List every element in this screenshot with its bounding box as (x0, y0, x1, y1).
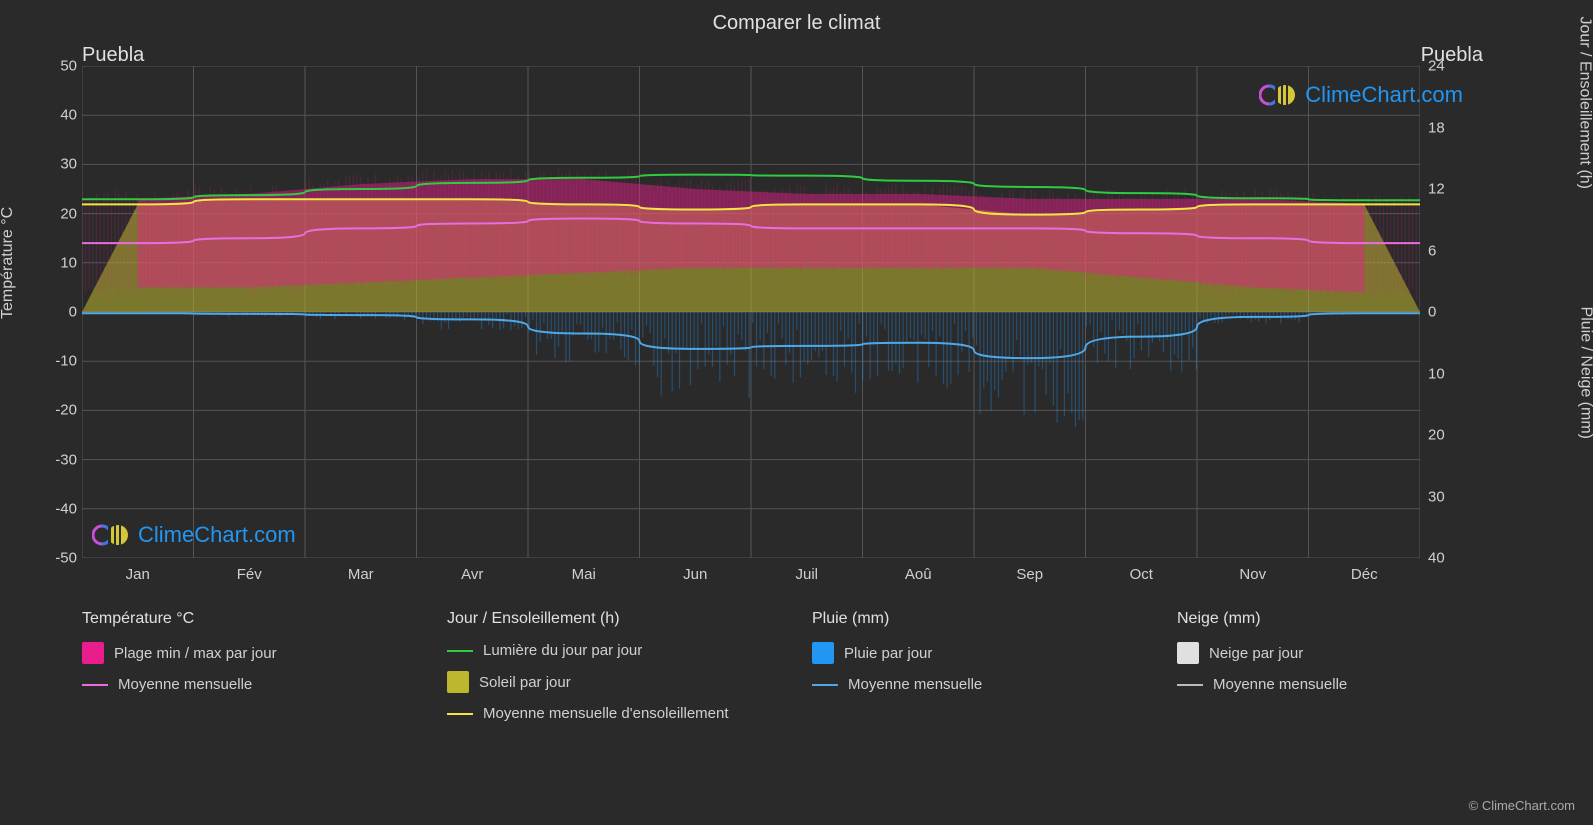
legend-group-title: Jour / Ensoleillement (h) (447, 610, 772, 628)
x-month-tick: Mar (348, 566, 374, 583)
y-right-tick: 12 (1428, 181, 1445, 198)
swatch-box-icon (82, 642, 104, 664)
x-month-tick: Déc (1351, 566, 1378, 583)
y-right-tick: 18 (1428, 119, 1445, 136)
watermark-text: ClimeChart.com (138, 522, 296, 548)
swatch-box-icon (1177, 642, 1199, 664)
legend-group-title: Pluie (mm) (812, 610, 1137, 628)
y-right-tick: 6 (1428, 242, 1436, 259)
legend-item-label: Neige par jour (1209, 645, 1303, 662)
legend-group-title: Neige (mm) (1177, 610, 1502, 628)
legend-item: Neige par jour (1177, 642, 1502, 664)
legend-group: Jour / Ensoleillement (h) Lumière du jour… (447, 610, 772, 734)
swatch-line-icon (812, 684, 838, 686)
legend-item: Moyenne mensuelle (82, 676, 407, 693)
swatch-line-icon (447, 713, 473, 715)
legend-item-label: Moyenne mensuelle d'ensoleillement (483, 705, 729, 722)
x-month-tick: Oct (1130, 566, 1153, 583)
legend-item-label: Moyenne mensuelle (1213, 676, 1347, 693)
legend-item-label: Moyenne mensuelle (848, 676, 982, 693)
legend-item: Moyenne mensuelle (1177, 676, 1502, 693)
x-month-tick: Sep (1016, 566, 1043, 583)
legend-item-label: Lumière du jour par jour (483, 642, 642, 659)
location-label-left: Puebla (82, 44, 144, 67)
watermark-bottom: ClimeChart.com (92, 520, 296, 550)
legend-item: Lumière du jour par jour (447, 642, 772, 659)
watermark-text: ClimeChart.com (1305, 82, 1463, 108)
x-month-tick: Mai (572, 566, 596, 583)
chart-title: Comparer le climat (0, 0, 1593, 35)
y-right-tick: 30 (1428, 488, 1445, 505)
x-month-tick: Juil (795, 566, 818, 583)
legend-item-label: Moyenne mensuelle (118, 676, 252, 693)
y-left-tick: -50 (17, 550, 77, 567)
x-month-tick: Aoû (905, 566, 932, 583)
x-month-tick: Jun (683, 566, 707, 583)
y-left-tick: -40 (17, 500, 77, 517)
y-left-tick: -30 (17, 451, 77, 468)
x-month-tick: Fév (237, 566, 262, 583)
copyright-text: © ClimeChart.com (1469, 798, 1575, 813)
y-left-tick: 40 (17, 107, 77, 124)
y-left-tick: 50 (17, 58, 77, 75)
legend-group-title: Température °C (82, 610, 407, 628)
swatch-line-icon (82, 684, 108, 686)
y-left-tick: -10 (17, 353, 77, 370)
logo-icon (92, 520, 132, 550)
watermark-top: ClimeChart.com (1259, 80, 1463, 110)
y-right-tick: 0 (1428, 304, 1436, 321)
x-month-tick: Avr (461, 566, 483, 583)
y-axis-right-bottom-label: Pluie / Neige (mm) (1576, 307, 1593, 439)
y-axis-left-label: Température °C (0, 207, 17, 319)
y-left-tick: 30 (17, 156, 77, 173)
legend-group: Température °C Plage min / max par jour Mo… (82, 610, 407, 734)
legend-item: Plage min / max par jour (82, 642, 407, 664)
y-right-tick: 20 (1428, 427, 1445, 444)
y-right-tick: 24 (1428, 58, 1445, 75)
legend-item: Moyenne mensuelle d'ensoleillement (447, 705, 772, 722)
legend-item: Soleil par jour (447, 671, 772, 693)
y-right-tick: 10 (1428, 365, 1445, 382)
swatch-box-icon (447, 671, 469, 693)
climate-chart (82, 66, 1420, 558)
swatch-box-icon (812, 642, 834, 664)
y-left-tick: -20 (17, 402, 77, 419)
y-axis-right-top-label: Jour / Ensoleillement (h) (1576, 16, 1593, 189)
legend-item-label: Plage min / max par jour (114, 645, 277, 662)
legend-group: Neige (mm) Neige par jour Moyenne mensuell… (1177, 610, 1502, 734)
x-month-tick: Jan (126, 566, 150, 583)
y-left-tick: 0 (17, 304, 77, 321)
swatch-line-icon (447, 650, 473, 652)
legend-group: Pluie (mm) Pluie par jour Moyenne mensuell… (812, 610, 1137, 734)
legend-item: Pluie par jour (812, 642, 1137, 664)
logo-icon (1259, 80, 1299, 110)
legend-item: Moyenne mensuelle (812, 676, 1137, 693)
legend-item-label: Soleil par jour (479, 674, 571, 691)
swatch-line-icon (1177, 684, 1203, 686)
y-left-tick: 20 (17, 205, 77, 222)
y-left-tick: 10 (17, 254, 77, 271)
x-month-tick: Nov (1239, 566, 1266, 583)
legend: Température °C Plage min / max par jour Mo… (82, 610, 1502, 734)
legend-item-label: Pluie par jour (844, 645, 932, 662)
y-right-tick: 40 (1428, 550, 1445, 567)
